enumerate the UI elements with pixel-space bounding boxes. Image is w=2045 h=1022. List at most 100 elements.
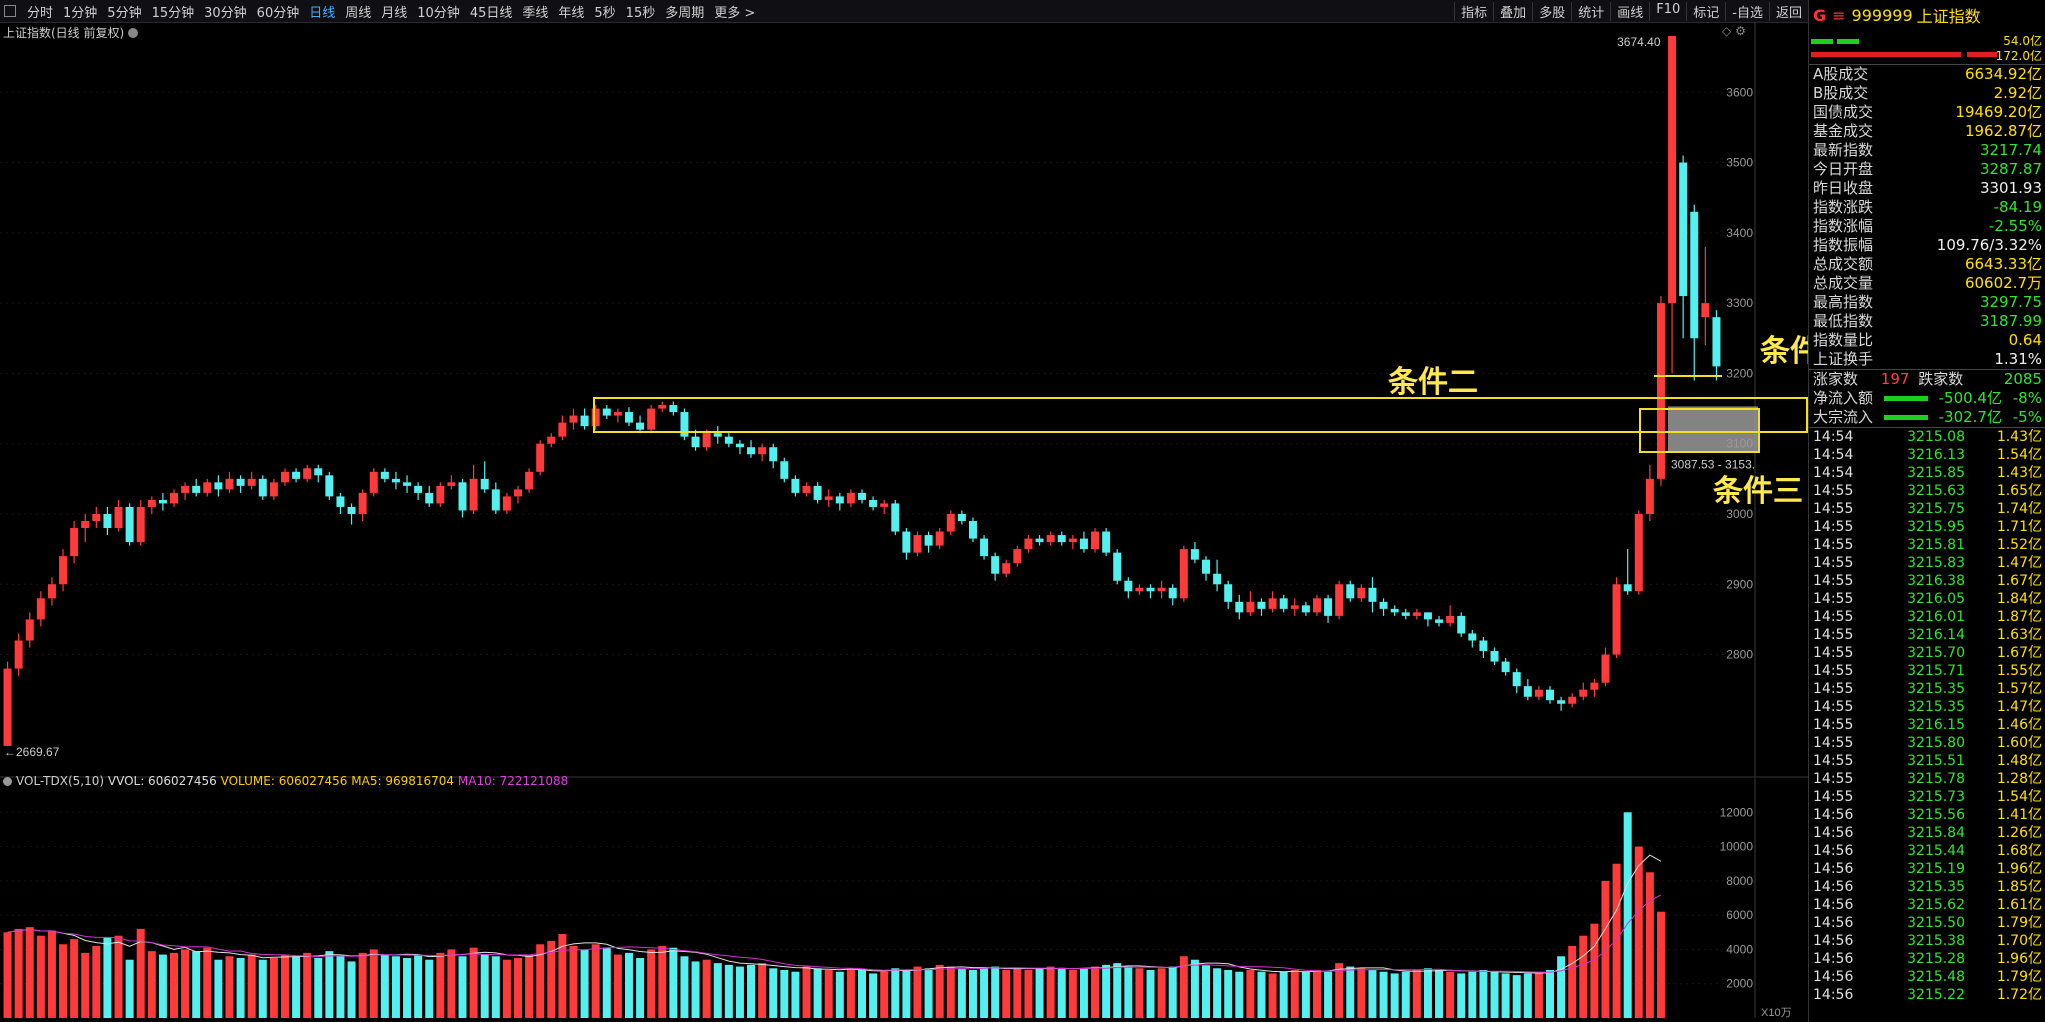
- candle: [92, 506, 101, 529]
- period-tab[interactable]: 月线: [381, 5, 408, 21]
- period-tab[interactable]: 15分钟: [151, 5, 195, 21]
- candle-body: [824, 496, 833, 500]
- volume-bar: [1501, 973, 1510, 1018]
- volume-bar: [247, 954, 256, 1018]
- tick-time: 14:55: [1813, 609, 1854, 625]
- candle: [70, 521, 79, 564]
- settings-dot-icon[interactable]: [128, 28, 139, 38]
- tool-button[interactable]: 返回: [1768, 1, 1808, 21]
- volume-bar: [613, 954, 622, 1018]
- candle: [1312, 594, 1321, 616]
- candle: [269, 478, 278, 500]
- volume-bar: [514, 958, 522, 1018]
- candle-body: [1224, 584, 1233, 602]
- tick-time: 14:55: [1813, 537, 1854, 553]
- tick-amount: 1.55亿: [1996, 663, 2042, 679]
- candle-body: [1035, 538, 1044, 543]
- tool-button[interactable]: 画线: [1610, 1, 1649, 21]
- tool-button[interactable]: 叠加: [1493, 1, 1532, 21]
- period-tab[interactable]: 周线: [345, 5, 372, 21]
- tick-price: 3215.63: [1907, 483, 1965, 499]
- candle-body: [569, 415, 578, 423]
- tool-button[interactable]: 标记: [1686, 1, 1725, 21]
- candle-body: [558, 422, 567, 437]
- period-tab[interactable]: 5秒: [594, 5, 616, 21]
- volume-bar: [1656, 911, 1665, 1018]
- volume-bar: [336, 956, 345, 1018]
- candle: [1013, 545, 1022, 567]
- tick-amount: 1.54亿: [1996, 789, 2042, 805]
- tick-list[interactable]: 14:54 3215.08 1.43亿 14:54 3216.13 1.54亿 14:54 3…: [1809, 427, 2045, 1004]
- candle: [569, 408, 578, 430]
- candle-body: [1324, 598, 1333, 616]
- volume-bar: [225, 956, 234, 1018]
- candle-body: [1246, 601, 1255, 613]
- volume-bar: [114, 935, 123, 1018]
- period-tab[interactable]: 45日线: [469, 5, 513, 21]
- period-tab[interactable]: 多周期: [665, 5, 705, 21]
- volume-bar: [1057, 968, 1066, 1018]
- period-tab[interactable]: 日线: [309, 5, 336, 21]
- volume-bar: [458, 956, 467, 1018]
- period-tab[interactable]: 更多 >: [714, 5, 756, 21]
- volume-bar: [1013, 968, 1022, 1018]
- volume-settings-dot-icon[interactable]: [3, 777, 12, 786]
- period-tab[interactable]: 1分钟: [63, 5, 98, 21]
- candle: [1568, 693, 1577, 708]
- tick-row: 14:56 3215.38 1.70亿: [1809, 932, 2045, 950]
- quote-panel: G ≡ 999999 上证指数 54.0亿 172.0亿 A股成交 6634.92…: [1808, 0, 2045, 1022]
- tick-row: 14:56 3215.35 1.85亿: [1809, 878, 2045, 896]
- period-tab[interactable]: 5分钟: [107, 5, 142, 21]
- volume-bar: [991, 966, 1000, 1018]
- tick-amount: 1.68亿: [1996, 843, 2042, 859]
- period-tab[interactable]: 季线: [522, 5, 549, 21]
- volume-bar: [824, 970, 833, 1018]
- tool-button[interactable]: -自选: [1725, 1, 1769, 21]
- settings-icon[interactable]: ⚙: [1735, 24, 1746, 38]
- period-tab[interactable]: 30分钟: [204, 5, 247, 21]
- volume-bar: [380, 954, 389, 1018]
- period-tab[interactable]: 60分钟: [256, 5, 300, 21]
- candle-body: [758, 447, 767, 455]
- flow-row: 大宗流入 -302.7亿 -5%: [1809, 408, 2045, 427]
- period-tab[interactable]: 分时: [27, 5, 54, 21]
- candle-body: [447, 482, 456, 486]
- stat-value: 3287.87: [1979, 160, 2042, 178]
- volume-chart[interactable]: 12000 10000 8000 6000 4000 2000 X10万: [0, 778, 1808, 1022]
- period-tab[interactable]: 10分钟: [417, 5, 460, 21]
- tool-button[interactable]: 统计: [1571, 1, 1610, 21]
- updown-row: 涨家数 197 跌家数 2085: [1809, 369, 2045, 389]
- candle: [902, 528, 911, 560]
- volume-bar: [14, 928, 23, 1018]
- candle: [1079, 531, 1088, 553]
- period-tab[interactable]: 年线: [558, 5, 585, 21]
- candle-body: [1068, 538, 1077, 543]
- menu-lines-icon[interactable]: ≡: [1832, 5, 1846, 25]
- candle-body: [613, 412, 622, 416]
- candlestick-chart[interactable]: 3600350034003300320031003000290028003674…: [0, 22, 1808, 778]
- candle-body: [14, 640, 23, 669]
- candle-body: [1301, 605, 1310, 613]
- tool-button[interactable]: 多股: [1532, 1, 1571, 21]
- tick-amount: 1.67亿: [1996, 573, 2042, 589]
- candle-body: [636, 422, 645, 430]
- volume-bar: [1568, 946, 1577, 1018]
- diamond-icon[interactable]: ◇: [1722, 24, 1732, 38]
- tool-button[interactable]: F10: [1649, 1, 1686, 21]
- volume-bar: [980, 968, 989, 1018]
- volume-bar: [713, 963, 722, 1018]
- candle-body: [125, 506, 134, 543]
- candle: [280, 468, 289, 486]
- candle-body: [1512, 672, 1521, 687]
- candle-body: [869, 499, 878, 507]
- candle-body: [1679, 162, 1688, 297]
- tool-button[interactable]: 指标: [1454, 1, 1493, 21]
- volume-bar: [1002, 970, 1011, 1018]
- candle: [502, 492, 511, 514]
- condition-two-label: 条件二: [1388, 365, 1478, 400]
- candle: [846, 489, 855, 507]
- menu-square-icon[interactable]: [4, 5, 16, 17]
- period-tab[interactable]: 15秒: [625, 5, 656, 21]
- candle-body: [1712, 317, 1721, 367]
- vol-y-tick-label: 2000: [1726, 977, 1753, 991]
